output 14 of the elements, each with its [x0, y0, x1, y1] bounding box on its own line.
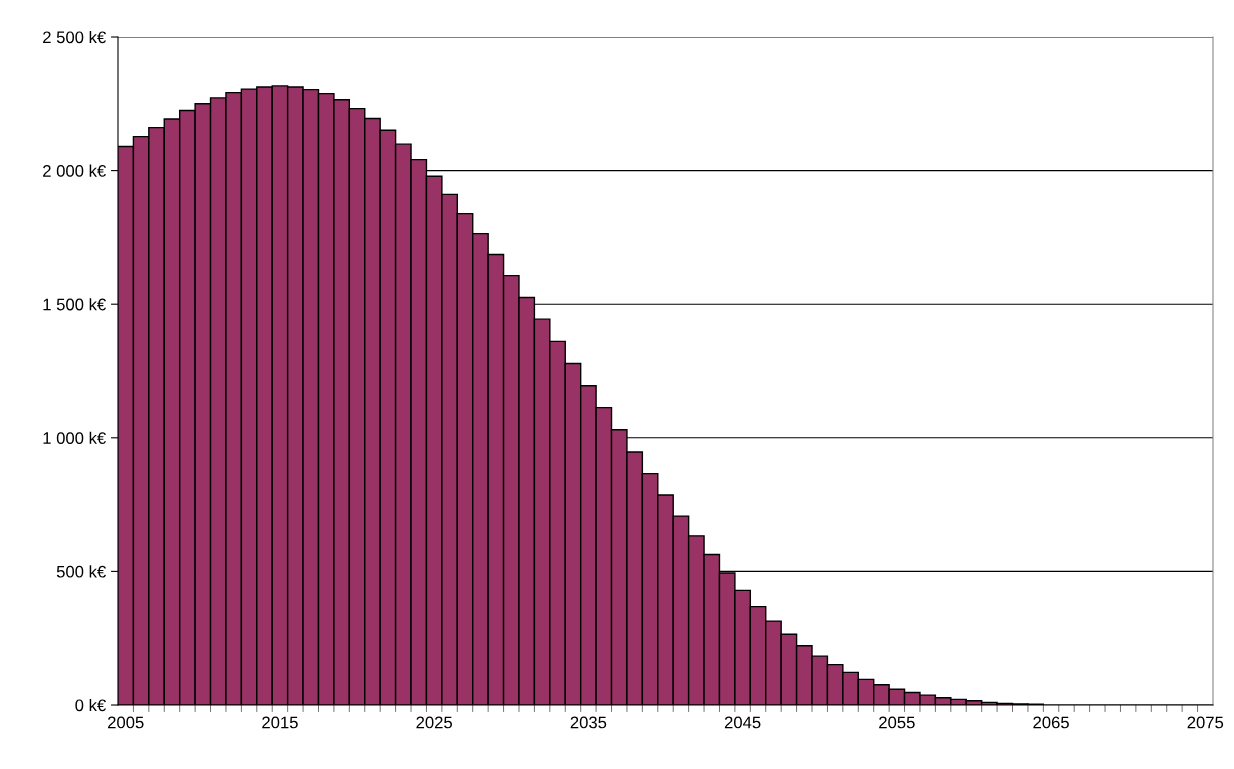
- y-tick-label: 1 500 k€: [43, 298, 106, 311]
- y-tick-label: 500 k€: [56, 565, 106, 578]
- x-tick-label: 2025: [416, 716, 452, 729]
- x-tick-label: 2045: [724, 716, 761, 729]
- x-tick-label: 2075: [1187, 716, 1224, 729]
- y-tick-label: 1 000 k€: [43, 431, 106, 444]
- y-tick-label: 2 500 k€: [43, 30, 106, 44]
- y-tick-label: 0 k€: [75, 698, 106, 712]
- y-tick-label: 2 000 k€: [43, 164, 106, 177]
- x-tick-label: 2035: [570, 716, 607, 729]
- x-tick-label: 2065: [1033, 716, 1069, 729]
- x-tick-label: 2005: [108, 716, 144, 729]
- x-tick-label: 2055: [879, 716, 915, 729]
- x-tick-label: 2015: [262, 716, 298, 729]
